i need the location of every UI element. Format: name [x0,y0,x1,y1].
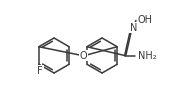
Text: O: O [80,51,87,61]
Text: F: F [37,66,43,76]
Text: OH: OH [138,15,153,25]
Text: NH₂: NH₂ [138,51,156,61]
Text: N: N [130,23,137,33]
